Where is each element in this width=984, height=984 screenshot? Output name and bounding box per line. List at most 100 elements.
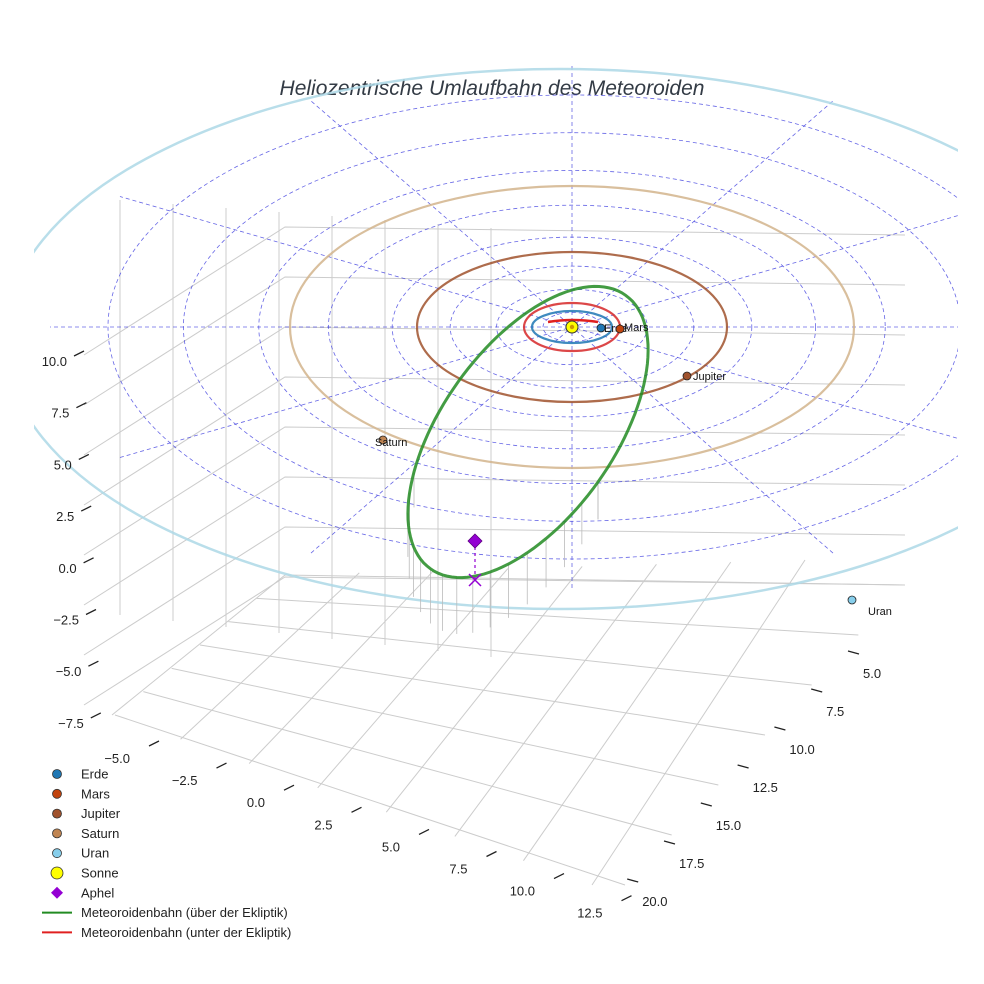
x-tick-label: −2.5 xyxy=(172,773,198,788)
y-tick xyxy=(811,688,823,693)
x-tick-label: 2.5 xyxy=(314,817,332,832)
legend-label: Meteoroidenbahn (unter der Ekliptik) xyxy=(81,925,291,940)
x-tick xyxy=(351,806,362,813)
legend-label: Erde xyxy=(81,767,108,782)
z-tick-label: −5.0 xyxy=(56,664,82,679)
grid-line xyxy=(256,597,859,636)
grid-line xyxy=(523,561,732,861)
y-tick-label: 20.0 xyxy=(642,894,667,909)
legend-item: Mars xyxy=(52,786,110,801)
x-tick xyxy=(553,873,565,880)
y-tick-label: 15.0 xyxy=(716,818,741,833)
orbit-uran xyxy=(34,67,958,611)
legend-swatch xyxy=(51,886,63,899)
planet-marker-jupiter xyxy=(682,371,692,381)
y-tick xyxy=(627,878,639,883)
orbit-layer xyxy=(34,66,958,634)
y-tick xyxy=(700,802,712,807)
grid-line xyxy=(114,714,626,886)
legend-swatch xyxy=(50,866,64,880)
z-tick-label: 2.5 xyxy=(56,509,74,524)
z-tick-label: 0.0 xyxy=(59,561,77,576)
meteoroid-orbit-below xyxy=(547,318,599,324)
x-tick-label: 12.5 xyxy=(577,906,602,921)
y-tick xyxy=(774,726,786,731)
planet-label-mars: Mars xyxy=(624,322,649,334)
x-tick xyxy=(621,895,632,902)
grid-line xyxy=(591,559,806,886)
z-tick xyxy=(78,453,90,460)
aphel-projection-cross xyxy=(468,573,482,587)
grid-line xyxy=(143,691,672,836)
sun-core xyxy=(569,324,575,330)
z-tick-label: 10.0 xyxy=(42,354,67,369)
x-tick-label: 10.0 xyxy=(510,884,535,899)
grid-line xyxy=(83,576,906,706)
legend-swatch xyxy=(52,828,62,839)
legend: Erde Mars Jupiter Saturn Uran Sonne Aphel Meteo… xyxy=(42,767,291,940)
planet-marker-uran xyxy=(847,595,857,605)
legend-swatch xyxy=(52,788,62,799)
grid-line xyxy=(199,644,766,736)
y-tick xyxy=(847,650,860,655)
planet-marker-saturn xyxy=(378,435,388,445)
aphel-marker xyxy=(467,533,483,549)
x-tick-label: 5.0 xyxy=(382,839,400,854)
orbit-saturn xyxy=(288,184,856,470)
x-tick xyxy=(148,740,160,747)
y-tick-label: 12.5 xyxy=(753,780,778,795)
chart-title: Heliozentrische Umlaufbahn des Meteoroid… xyxy=(280,77,705,100)
z-tick xyxy=(90,712,102,719)
grid-line xyxy=(111,574,286,716)
z-tick xyxy=(85,608,97,616)
legend-item: Meteoroidenbahn (unter der Ekliptik) xyxy=(42,925,291,940)
legend-label: Meteoroidenbahn (über der Ekliptik) xyxy=(81,905,288,920)
planet-label-uran: Uran xyxy=(868,606,892,618)
legend-item: Uran xyxy=(52,846,109,861)
z-tick xyxy=(88,660,99,667)
planet-marker-erde xyxy=(596,323,606,333)
legend-item: Jupiter xyxy=(52,806,121,821)
planet-label-saturn: Saturn xyxy=(375,437,407,449)
orbit-erde xyxy=(530,309,614,345)
legend-swatch xyxy=(52,769,62,779)
z-tick-label: −2.5 xyxy=(53,613,79,628)
legend-label: Aphel xyxy=(81,885,114,900)
legend-label: Uran xyxy=(81,846,109,861)
z-tick-label: 7.5 xyxy=(51,406,69,421)
z-tick xyxy=(76,402,87,409)
z-tick-label: −7.5 xyxy=(58,716,84,731)
y-tick-label: 5.0 xyxy=(863,666,881,681)
grid-line xyxy=(83,426,906,556)
z-tick xyxy=(80,505,92,512)
y-tick xyxy=(663,840,676,845)
grid-line xyxy=(228,621,812,686)
grid-line xyxy=(83,226,906,356)
planet-label-jupiter: Jupiter xyxy=(693,371,726,383)
planet-marker-mars xyxy=(615,324,625,334)
x-tick-label: −5.0 xyxy=(104,751,130,766)
legend-item: Meteoroidenbahn (über der Ekliptik) xyxy=(42,905,288,920)
legend-item: Erde xyxy=(52,767,108,782)
x-tick xyxy=(418,828,430,835)
grid-layer xyxy=(83,200,906,886)
legend-label: Sonne xyxy=(81,866,119,881)
legend-swatch xyxy=(52,848,62,859)
legend-item: Aphel xyxy=(51,885,114,900)
z-tick-label: 5.0 xyxy=(54,457,72,472)
y-tick-label: 10.0 xyxy=(789,742,814,757)
x-tick-label: 0.0 xyxy=(247,795,265,810)
grid-line xyxy=(454,563,657,837)
x-tick-label: 7.5 xyxy=(449,862,467,877)
meteoroid-orbit-above xyxy=(406,284,650,580)
y-tick-label: 7.5 xyxy=(826,704,844,719)
legend-label: Saturn xyxy=(81,826,119,841)
legend-swatch xyxy=(52,808,62,819)
grid-line xyxy=(83,526,906,656)
legend-item: Saturn xyxy=(52,826,119,841)
x-tick xyxy=(283,784,295,791)
legend-item: Sonne xyxy=(50,866,119,881)
legend-label: Jupiter xyxy=(81,806,121,821)
